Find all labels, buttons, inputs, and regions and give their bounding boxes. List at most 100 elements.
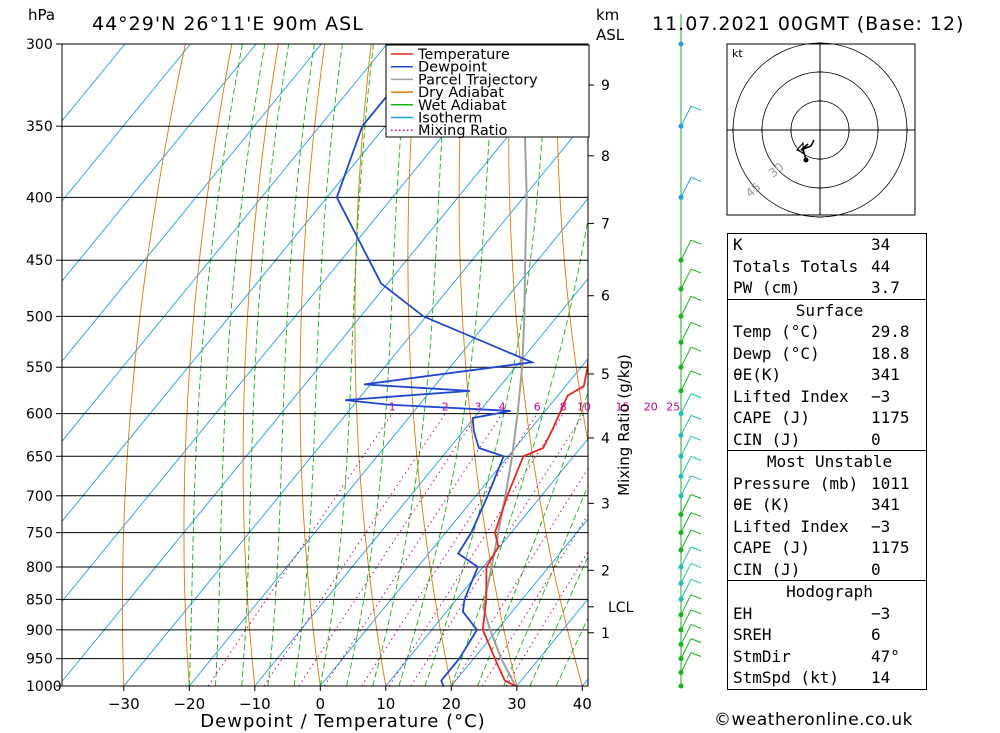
- wind-barb-feather: [690, 609, 702, 615]
- mixing-ratio-label: 2: [442, 401, 449, 414]
- index-value: 341: [871, 365, 900, 384]
- mixing-ratio-label: 4: [499, 401, 506, 414]
- index-row: Temp (°C) 29.8: [728, 321, 927, 343]
- pressure-tick-label: 350: [26, 119, 53, 135]
- wind-barb-feather: [690, 475, 702, 481]
- wind-barb: [680, 415, 692, 436]
- wind-barb-dot: [678, 123, 684, 129]
- index-row: StmSpd (kt) 14: [728, 667, 927, 689]
- wind-barb: [680, 239, 692, 261]
- index-row: Totals Totals 44: [728, 256, 927, 278]
- mixing-ratio-label: 1: [389, 401, 396, 414]
- dry-adiabat-line: [975, 44, 1000, 686]
- wind-barb-feather: [690, 393, 702, 399]
- location-title: 44°29'N 26°11'E 90m ASL: [92, 13, 364, 35]
- altitude-axis: 9 8 7 6 5 4 3 2 LCL 1: [588, 78, 634, 642]
- legend-label-wet-adiabat: Wet Adiabat: [418, 98, 507, 114]
- index-label: CAPE (J): [733, 408, 811, 427]
- wet-adiabat-line: [267, 44, 315, 686]
- mixing-ratio-line: [361, 413, 538, 686]
- wind-barb-feather: [690, 546, 702, 552]
- wind-barb: [680, 268, 692, 290]
- legend-label-temperature: Temperature: [417, 47, 510, 63]
- index-label: K: [733, 235, 743, 254]
- mixing-ratio-label: 10: [577, 401, 591, 414]
- mixing-ratio-line: [451, 467, 588, 686]
- isotherm-line: [62, 44, 453, 523]
- index-value: 44: [871, 256, 891, 276]
- section-title: Most Unstable: [727, 450, 927, 473]
- mixing-ratio-line: [263, 413, 446, 686]
- legend-label-dewpoint: Dewpoint: [418, 60, 487, 76]
- wind-barb: [680, 475, 692, 497]
- pressure-tick-label: 900: [26, 623, 53, 639]
- wind-barb: [680, 563, 692, 584]
- wind-barb: [680, 638, 692, 659]
- pressure-tick-label: 300: [26, 37, 53, 53]
- wind-barb: [680, 494, 692, 515]
- wind-barb: [680, 370, 692, 392]
- wind-barb: [680, 624, 692, 645]
- pressure-tick-label: 1000: [26, 679, 62, 695]
- index-value: 34: [871, 235, 891, 254]
- mixing-ratio-line: [298, 413, 479, 686]
- isotherm-line: [62, 44, 322, 362]
- mixing-ratio-label: 25: [666, 401, 680, 414]
- index-row: K 34: [728, 234, 927, 256]
- index-label: EH: [733, 603, 753, 623]
- index-value: 0: [871, 429, 881, 449]
- hodograph-start-dot: [803, 157, 809, 163]
- wind-barb: [680, 579, 692, 600]
- section-title: Hodograph: [727, 580, 927, 603]
- altitude-tick-label: 5: [601, 367, 610, 383]
- altitude-tick-label: 9: [601, 78, 610, 94]
- index-label: CIN (J): [733, 559, 801, 579]
- temperature-tick-label: −10: [239, 695, 271, 713]
- wind-barb-dot: [678, 683, 684, 689]
- legend-label-dry-adiabat: Dry Adiabat: [418, 85, 504, 101]
- index-label: Totals Totals: [733, 256, 859, 276]
- altitude-tick-label: 3: [601, 496, 610, 512]
- altitude-tick-label: 7: [601, 216, 610, 232]
- index-label: θE(K): [733, 365, 782, 384]
- legend-label-parcel-trajectory: Parcel Trajectory: [418, 72, 538, 88]
- isotherm-line: [188, 197, 588, 686]
- datetime-title: 11.07.2021 00GMT (Base: 12): [652, 13, 964, 35]
- mixing-ratio-labels: 1 2 3 4 6 8 10 15 20 25: [389, 401, 681, 414]
- pressure-axis: 300 350 400 450 500 550 600 650 700 750 800 850 900 9…: [26, 37, 62, 695]
- storm-motion-marker: [796, 141, 804, 154]
- dewpoint-profile: [335, 44, 536, 686]
- wet-adiabat-line: [319, 44, 374, 686]
- pressure-tick-label: 850: [26, 592, 53, 608]
- wind-barb-feather: [690, 295, 702, 301]
- temperature-tick-label: 0: [316, 695, 326, 713]
- wind-barb-feather: [690, 652, 702, 657]
- section-header: Surface: [727, 298, 927, 321]
- mixing-ratio-label: 3: [475, 401, 482, 414]
- temperature-tick-label: 40: [573, 695, 592, 713]
- index-row: SREH 6: [728, 624, 927, 646]
- wet-adiabat-line: [346, 44, 409, 686]
- wind-barb: [680, 512, 692, 533]
- wind-barb-feather: [690, 370, 702, 376]
- legend-label-isotherm: Isotherm: [418, 111, 482, 127]
- wind-barb: [680, 436, 692, 457]
- mixing-ratio-label: 20: [644, 401, 658, 414]
- pressure-tick-label: 800: [26, 560, 53, 576]
- wind-barb: [680, 594, 692, 616]
- wind-barb: [680, 296, 692, 317]
- index-row: Lifted Index −3: [728, 386, 927, 408]
- index-value: 1011: [871, 473, 910, 493]
- index-row: PW (cm) 3.7: [728, 277, 927, 299]
- temperature-tick-label: 10: [376, 695, 395, 713]
- altitude-tick-label: 1: [601, 626, 610, 642]
- index-value: 0: [871, 559, 881, 579]
- index-label: Temp (°C): [733, 322, 820, 341]
- wind-barb: [680, 177, 692, 198]
- wind-barb: [680, 393, 692, 414]
- dry-adiabat-line: [121, 44, 186, 686]
- dry-adiabat-line: [407, 44, 452, 686]
- wind-barb-dot: [678, 41, 684, 47]
- index-row: θE (K) 341: [728, 494, 927, 516]
